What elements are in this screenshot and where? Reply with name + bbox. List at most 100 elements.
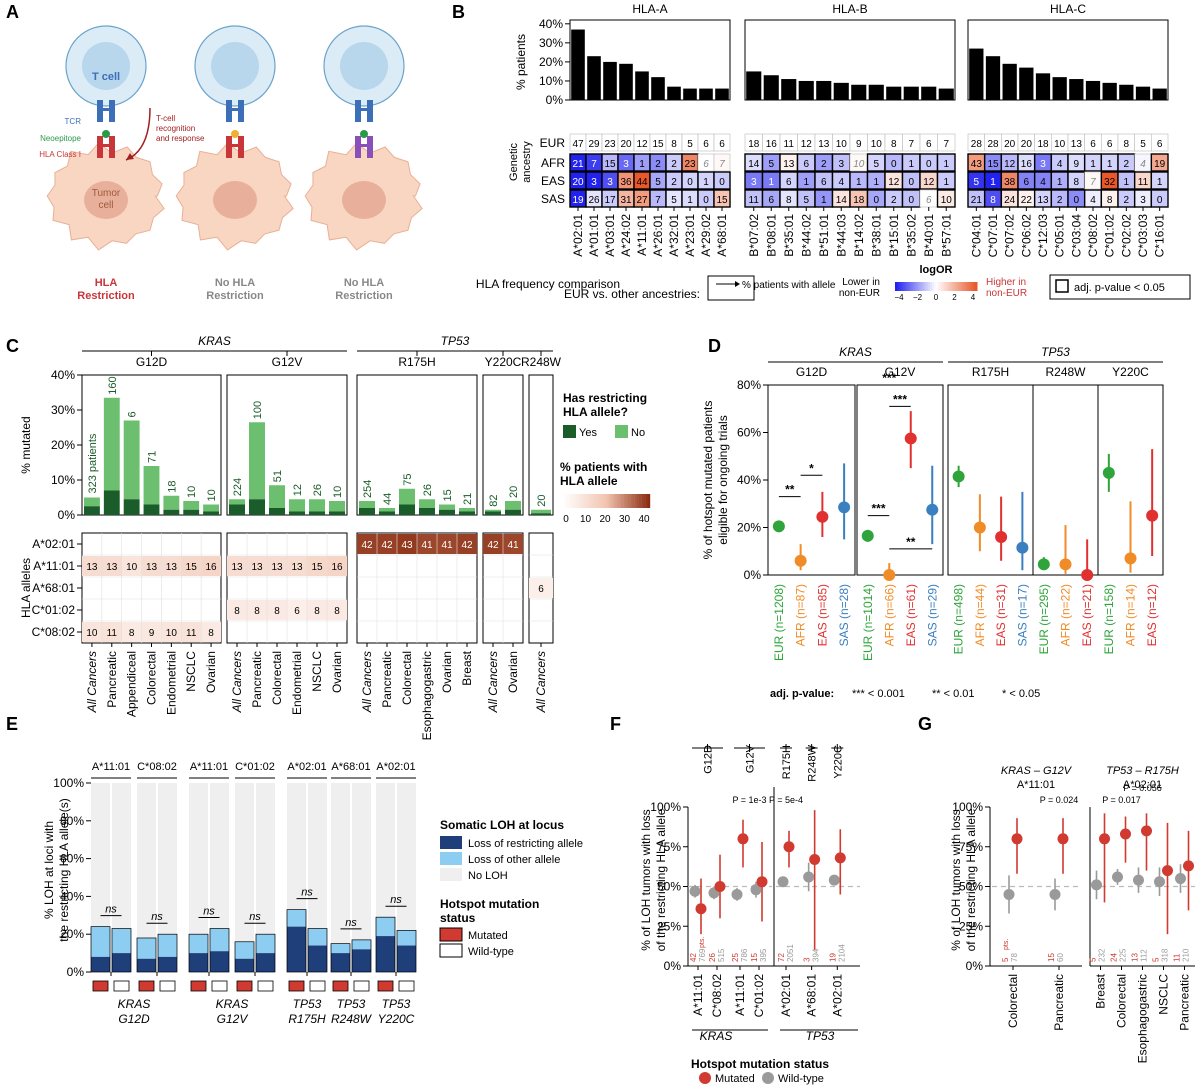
c-bar-yes (485, 511, 501, 515)
b-bar (1035, 73, 1051, 100)
b-cell-value: 5 (768, 159, 774, 170)
e-bar-restrict (112, 953, 131, 972)
c-heat-cell (121, 556, 142, 576)
c-frame (528, 374, 554, 516)
b-cell-value: 31 (620, 195, 632, 206)
tcell-1-nucleus (211, 42, 259, 90)
b-cell-value: 19 (572, 195, 584, 206)
b-cell (1151, 133, 1169, 152)
b-cell-value: 6 (821, 177, 827, 188)
panel-letter-g: G (918, 714, 933, 734)
c-heat-tick: 20 (599, 514, 611, 525)
c-category-label: NSCLC (310, 651, 324, 692)
e-status-box (92, 980, 109, 992)
b-logor-gradient (931, 282, 935, 291)
g-cancer-label: Esophagogastric (1136, 974, 1150, 1063)
b-cell-value: 6 (786, 177, 792, 188)
c-heat-value: 16 (206, 562, 218, 573)
b-side-label-1: Genetic (508, 143, 520, 181)
e-bar-other (210, 928, 229, 952)
e-group-label-1: TP53 (382, 997, 411, 1011)
c-heat-cell (201, 622, 221, 642)
e-ytick: 80% (60, 814, 84, 828)
d-gene-title: TP53 (1041, 345, 1070, 359)
c-category-label: Ovarian (440, 651, 454, 693)
b-cell-value: 36 (620, 177, 632, 188)
b-ytick: 10% (539, 74, 563, 88)
c-heat-cell (267, 600, 287, 620)
f-point-mut (695, 903, 707, 915)
b-cell-value: 11 (749, 195, 760, 206)
c-n-label: 71 (147, 451, 159, 463)
b-cell-value: 1 (703, 177, 709, 188)
b-cell-value: 7 (1090, 177, 1096, 188)
b-bar (1002, 63, 1017, 100)
c-heat-value: 11 (107, 628, 118, 639)
e-legend-swatch (440, 836, 462, 849)
b-frame-0 (569, 19, 731, 101)
c-category-label: Ovarian (330, 651, 344, 693)
c-heat-value: 13 (166, 562, 178, 573)
f-ytick: 25% (657, 919, 681, 933)
c-heat-cell (181, 622, 202, 642)
caption-1-line2: Restriction (206, 290, 264, 302)
c-heat-cell (141, 556, 162, 576)
b-cell-value: 8 (786, 195, 792, 206)
d-axis-label: AFR (n=66) (882, 584, 896, 646)
c-frame (482, 374, 524, 516)
f-ylabel-2: of the restricting HLA allele (654, 808, 668, 951)
c-heat-value: 41 (507, 540, 519, 551)
d-axis-label: SAS (n=17) (1015, 584, 1029, 646)
g-facet-title: KRAS – G12V (1001, 765, 1073, 777)
b-allele-label: C*05:01 (1053, 214, 1067, 258)
b-allele-label: B*07:02 (747, 214, 761, 257)
e-bar-outline (255, 933, 276, 973)
d-point (1102, 466, 1115, 479)
e-bar-other (256, 934, 275, 954)
d-bracket-label: *** (871, 502, 885, 516)
c-heat-cell (247, 556, 267, 576)
b-row-label: SAS (541, 192, 565, 206)
b-cell-value: 10 (941, 195, 953, 206)
d-bracket-label: *** (893, 392, 907, 406)
e-status-box (190, 980, 207, 992)
e-bar-other (331, 943, 350, 954)
c-heat-value: 10 (166, 628, 178, 639)
b-bar (699, 88, 713, 100)
b-cell-value: 0 (891, 159, 897, 170)
b-allele-label: C*06:02 (1019, 214, 1033, 258)
c-heat-gradient (579, 494, 582, 508)
b-allele-label: A*23:01 (683, 214, 697, 257)
b-bar (746, 71, 762, 100)
c-heat-gradient (628, 494, 631, 508)
f-facet-title: G12V (745, 744, 757, 773)
b-cell-value: 32 (1104, 177, 1116, 188)
panel-letter-a: A (6, 2, 19, 22)
e-bar-outline (188, 933, 209, 973)
d-axis-label: EAS (n=21) (1080, 584, 1094, 646)
e-bar-restrict (210, 951, 229, 972)
b-cell-value: 19 (1154, 159, 1166, 170)
e-allele-title: A*68:01 (331, 761, 370, 773)
e-status-box (309, 980, 326, 992)
b-cell-value: 2 (1124, 159, 1130, 170)
panel-letter-d: D (708, 336, 721, 356)
b-logor-gradient (899, 282, 902, 291)
b-cell-value: 13 (1071, 139, 1083, 150)
f-point-wt (828, 874, 840, 886)
b-cell-value: 1 (943, 177, 949, 188)
b-allele-label: A*02:01 (571, 214, 585, 257)
b-logor-tick: −4 (894, 293, 904, 302)
f-ytick: 100% (650, 800, 681, 814)
b-cell (1150, 153, 1169, 172)
e-status-box (377, 980, 394, 992)
e-status-box (257, 980, 274, 992)
e-legend-item: Loss of other allele (468, 854, 560, 866)
c-heat-cell (101, 556, 122, 576)
c-facet-title: G12V (272, 355, 303, 369)
e-group-label-2: G12D (118, 1012, 150, 1026)
d-axis-label: AFR (n=22) (1059, 584, 1073, 646)
b-cell-value: 24 (1004, 195, 1016, 206)
b-cell-value: 1 (1057, 177, 1063, 188)
tcr-label: TCR (65, 117, 82, 126)
